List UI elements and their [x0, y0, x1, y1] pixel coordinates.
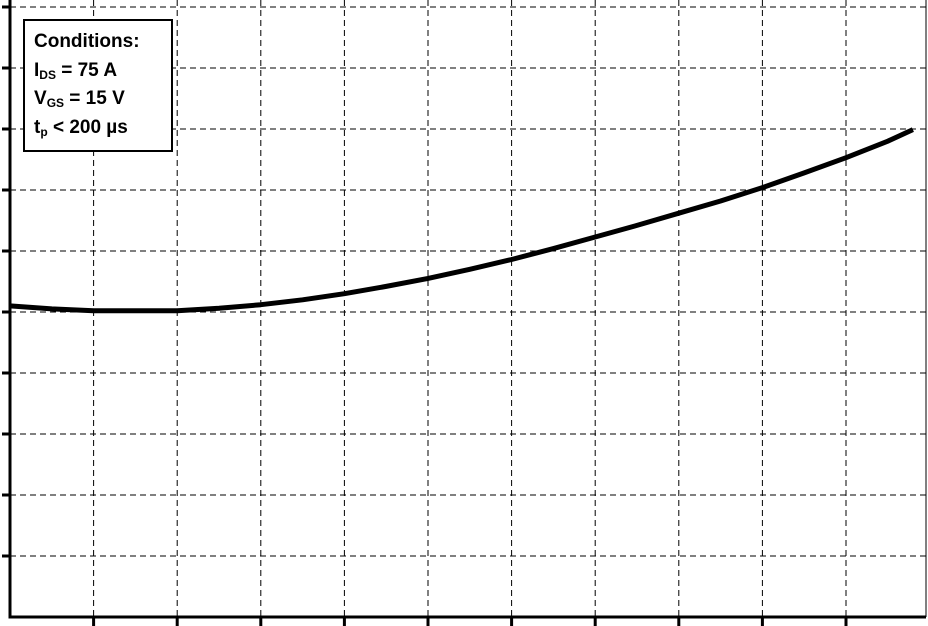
series-layer	[9, 127, 914, 314]
grid-lines	[10, 0, 926, 617]
condition-vgs: VGS = 15 V	[34, 88, 125, 110]
condition-ids: IDS = 75 A	[34, 59, 118, 82]
conditions-title: Conditions:	[34, 31, 140, 52]
conditions-box: Conditions: IDS = 75 A VGS = 15 V tp < 2…	[23, 19, 173, 152]
condition-tp: tp < 200 µs	[34, 116, 128, 139]
series-line	[9, 127, 914, 314]
